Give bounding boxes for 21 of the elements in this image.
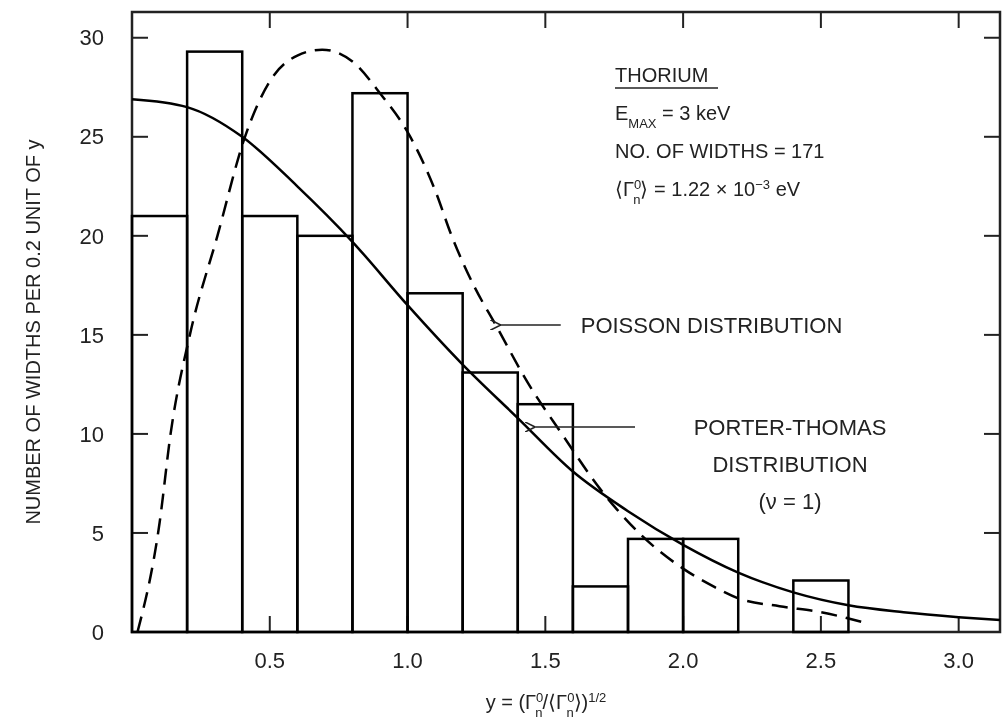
y-axis-title: NUMBER OF WIDTHS PER 0.2 UNIT OF y <box>22 139 44 525</box>
annotation: THORIUM <box>615 64 709 86</box>
y-tick-label: 15 <box>79 322 104 348</box>
y-tick-label: 0 <box>91 619 104 645</box>
annotation: NO. OF WIDTHS = 171 <box>615 140 825 162</box>
x-tick-label: 1.5 <box>530 648 561 673</box>
y-tick-label: 10 <box>79 421 104 447</box>
annotation: E$_{MAX}$ = 3 keV <box>615 102 732 131</box>
x-tick-label: 0.5 <box>254 648 286 673</box>
y-tick-label: 25 <box>79 124 104 150</box>
annotation: POISSON DISTRIBUTION <box>580 312 843 338</box>
y-tick-label: 20 <box>79 223 104 249</box>
y-tick-label: 30 <box>79 25 104 51</box>
x-tick-label: 2.0 <box>667 648 699 673</box>
annotation: ⟨Γ$^{0}$$_{n}$⟩ = 1.22 × 10$^{−3}$ eV <box>615 176 801 207</box>
x-tick-label: 1.0 <box>392 648 423 673</box>
y-tick-label: 5 <box>91 520 104 546</box>
annotation: PORTER-THOMAS DISTRIBUTION (ν = 1) <box>693 415 887 514</box>
x-tick-label: 2.5 <box>805 648 837 673</box>
x-axis-title: y = (Γ$^{0}$$_{n}$/⟨Γ$^{0}$$_{n}$⟩)$^{1/2}$ <box>485 689 607 720</box>
x-tick-label: 3.0 <box>943 648 974 673</box>
